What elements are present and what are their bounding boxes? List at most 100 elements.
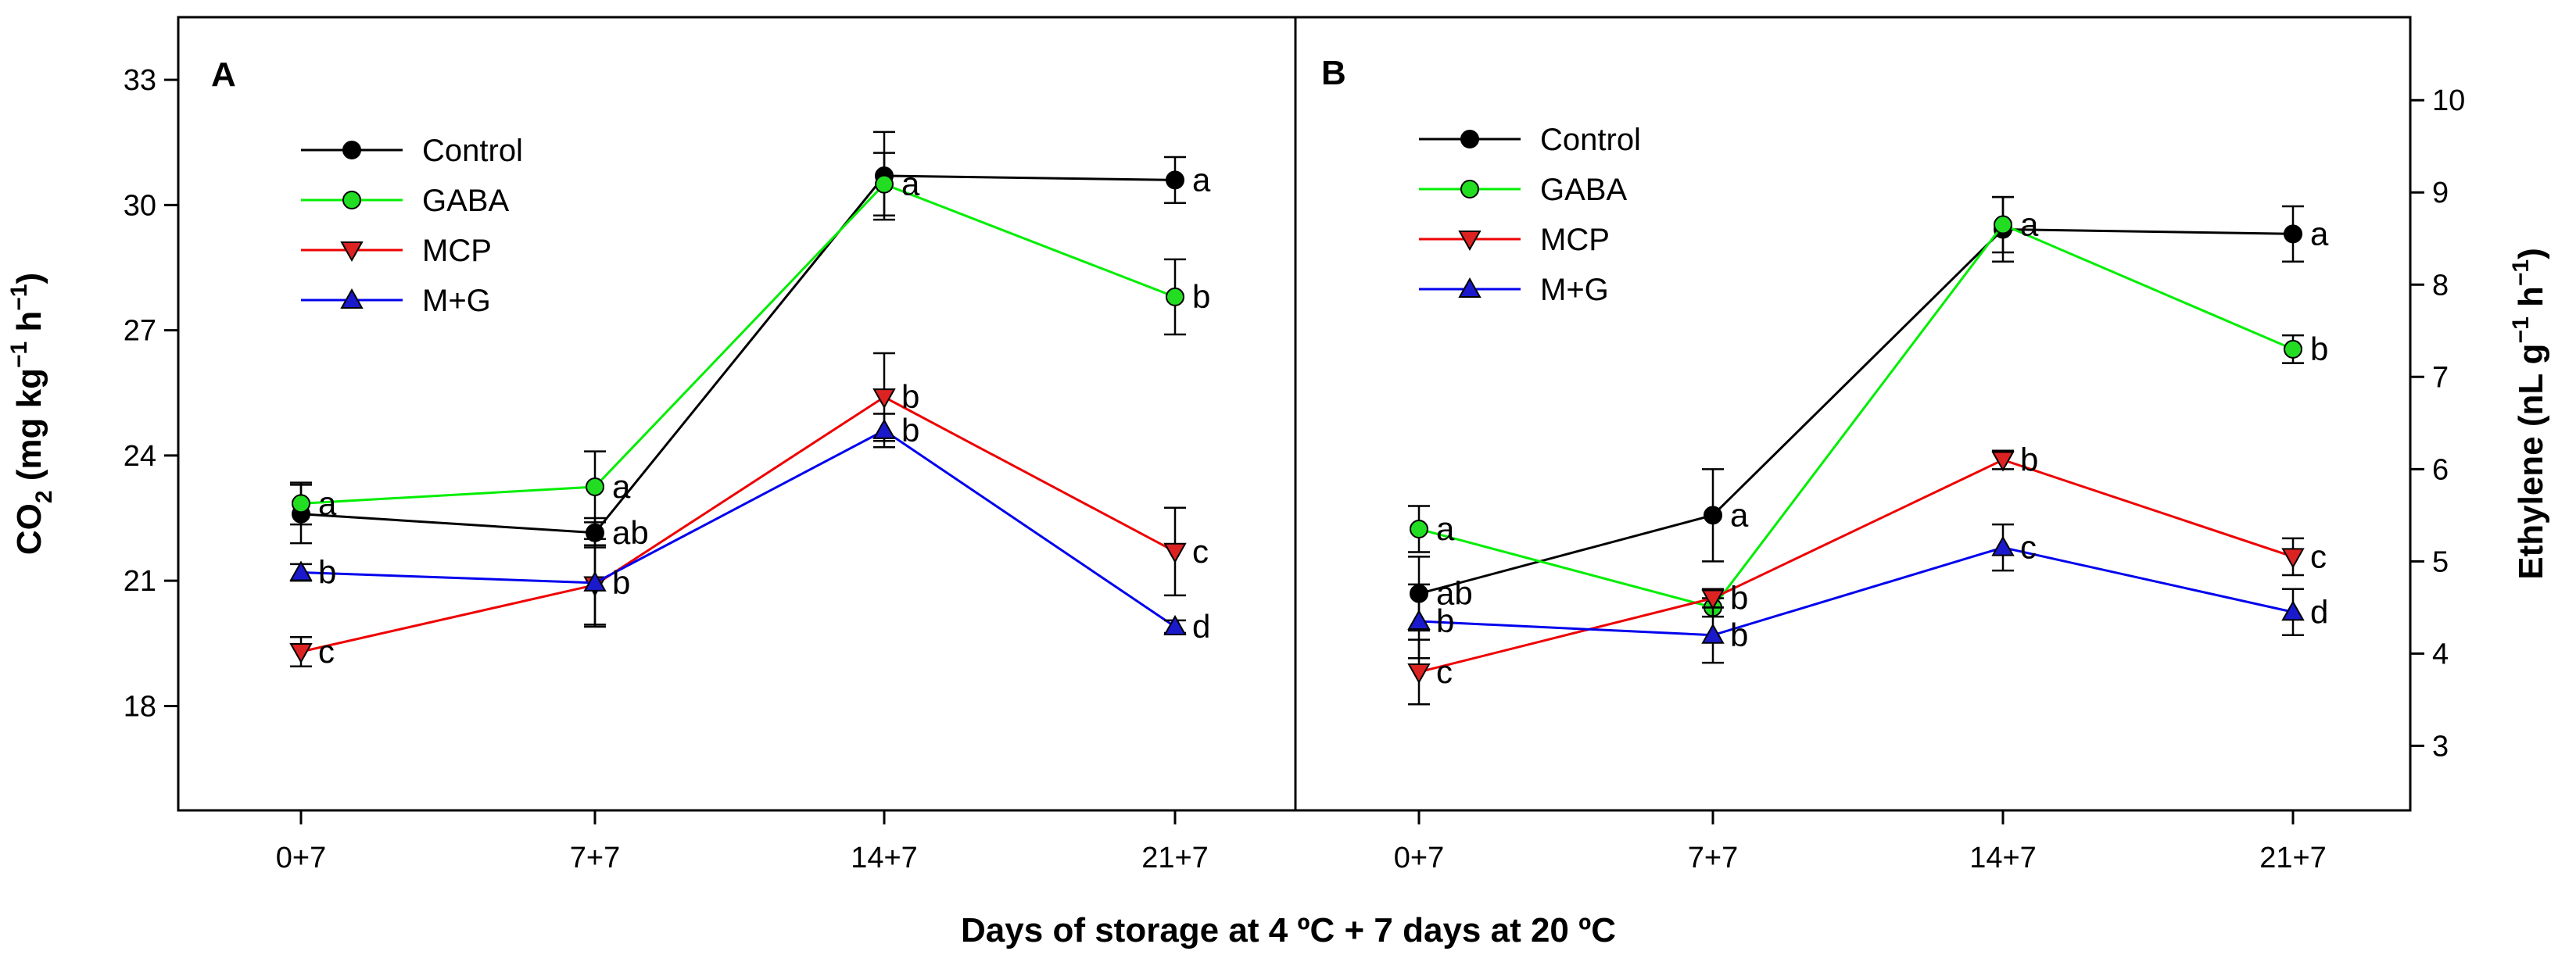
panel-b-letter: B bbox=[1321, 54, 1346, 92]
panel-a-series-control-sig-label: a bbox=[1192, 161, 1211, 198]
panel-b-y-tick-label: 7 bbox=[2432, 361, 2449, 394]
panel-b-series-gaba-point bbox=[1410, 520, 1428, 539]
panel-b-y-axis-title-part: ) bbox=[2512, 248, 2550, 259]
panel-a-y-axis-title-part: h bbox=[10, 311, 48, 341]
panel-a-y-axis-title-part: ) bbox=[10, 273, 48, 284]
panel-b-legend-gaba-marker bbox=[1460, 180, 1479, 198]
panel-a-legend-mcp-label: MCP bbox=[422, 234, 492, 268]
panel-a-series-gaba-point bbox=[1166, 287, 1184, 306]
panel-a-y-tick-label: 21 bbox=[124, 565, 156, 598]
panel-b-series-control-sig-label: a bbox=[1730, 496, 1749, 533]
panel-b-y-tick-label: 9 bbox=[2432, 177, 2449, 209]
panel-a-series-mcp-point bbox=[289, 643, 313, 664]
panel-a-series-m-g-sig-label: b bbox=[318, 554, 336, 591]
panel-a-series-gaba-sig-label: a bbox=[612, 468, 631, 505]
panel-a-y-axis-title-part: 2 bbox=[31, 490, 57, 503]
panel-b-y-axis-title-part: h bbox=[2512, 286, 2550, 316]
panel-a-series-gaba-sig-label: b bbox=[1192, 278, 1210, 315]
panel-b-series-mcp-sig-label: c bbox=[1436, 653, 1453, 690]
panel-a-series-mcp-line bbox=[300, 395, 1176, 653]
panel-b-series-mcp-point bbox=[1701, 589, 1725, 610]
panel-b-legend-m-g-marker bbox=[1458, 277, 1481, 298]
panel-a-x-tick-label: 21+7 bbox=[1141, 842, 1209, 874]
panel-a-x-tick-label: 7+7 bbox=[570, 842, 620, 874]
panel-a-series-gaba-point bbox=[586, 477, 604, 496]
panel-b-series-mcp-point bbox=[1407, 663, 1431, 684]
panel-b-series-mcp-point bbox=[2281, 548, 2305, 569]
panel-a-series-gaba-sig-label: a bbox=[901, 166, 920, 202]
panel-b-x-tick-label: 21+7 bbox=[2259, 842, 2327, 874]
panel-b-series-mcp-sig-label: c bbox=[2310, 538, 2327, 574]
panel-a-series-gaba-sig-label: a bbox=[318, 484, 337, 521]
panel-b-legend-mcp-marker bbox=[1458, 231, 1481, 252]
panel-b-series-m-g-sig-label: d bbox=[2310, 593, 2328, 630]
panel-a-series-gaba-point bbox=[875, 174, 894, 194]
panel-b-y-tick-label: 10 bbox=[2432, 84, 2465, 117]
panel-b-x-tick-label: 7+7 bbox=[1688, 842, 1738, 874]
panel-a-x-tick-label: 0+7 bbox=[276, 842, 326, 874]
panel-b-series-gaba-line bbox=[1418, 223, 2294, 610]
panel-b-y-axis-title: Ethylene (nL g−1 h−1) bbox=[2508, 248, 2550, 580]
panel-a-y-axis-title-part: (mg kg bbox=[10, 368, 48, 490]
panel-b-plot-frame bbox=[1294, 16, 2412, 812]
panel-a-series-m-g-point bbox=[583, 570, 607, 592]
panel-b-y-tick-label: 4 bbox=[2432, 638, 2449, 670]
panel-a-x-tick-label: 14+7 bbox=[851, 842, 918, 874]
panel-a-legend-control-label: Control bbox=[422, 134, 523, 168]
panel-b-series-gaba-sig-label: b bbox=[2310, 331, 2328, 367]
panel-a-legend-gaba-marker bbox=[342, 191, 361, 209]
panel-b-legend-mcp-label: MCP bbox=[1540, 223, 1610, 257]
panel-b-series-control-line bbox=[1418, 227, 2294, 595]
panel-a-y-tick-label: 30 bbox=[124, 189, 156, 222]
panel-b-y-tick-label: 8 bbox=[2432, 269, 2449, 302]
panel-b-y-tick-label: 5 bbox=[2432, 545, 2449, 578]
panel-a-series-mcp-sig-label: b bbox=[901, 378, 919, 415]
panel-a-legend-m-g-marker bbox=[340, 288, 364, 309]
panel-b-series-m-g-sig-label: c bbox=[2020, 529, 2037, 566]
panel-a-legend-mcp-marker bbox=[340, 241, 364, 263]
panel-b-series-m-g-point bbox=[1701, 623, 1725, 644]
panel-a-series-mcp-point bbox=[872, 388, 896, 409]
panel-a-series-control-line bbox=[300, 174, 1176, 535]
panel-b-y-tick-label: 6 bbox=[2432, 453, 2449, 486]
panel-a-series-gaba-point bbox=[292, 494, 310, 513]
panel-a-series-mcp-sig-label: c bbox=[1192, 533, 1209, 570]
panel-b-series-mcp-sig-label: b bbox=[1730, 580, 1748, 617]
panel-a-legend-m-g-label: M+G bbox=[422, 284, 491, 318]
panel-b-series-m-g-sig-label: b bbox=[1436, 602, 1454, 639]
panel-a-legend-control-marker bbox=[342, 141, 361, 159]
panel-b-series-m-g-point bbox=[1407, 610, 1431, 631]
panel-a-series-control-point bbox=[1166, 170, 1184, 190]
panel-a-series-mcp-point bbox=[1163, 542, 1187, 563]
panel-b-series-mcp-point bbox=[1991, 451, 2015, 472]
panel-a-y-tick-label: 27 bbox=[124, 315, 156, 348]
panel-b-y-tick-label: 3 bbox=[2432, 730, 2449, 763]
panel-b-y-axis-title-part: Ethylene (nL g bbox=[2512, 343, 2550, 579]
panel-b-x-tick-label: 14+7 bbox=[1969, 842, 2037, 874]
panel-a-series-m-g-sig-label: d bbox=[1192, 608, 1210, 645]
panel-a-letter: A bbox=[211, 55, 236, 94]
panel-b-series-gaba-point bbox=[2284, 339, 2302, 359]
panel-b-series-mcp-line bbox=[1418, 458, 2294, 674]
panel-a-series-m-g-point bbox=[872, 418, 896, 439]
x-axis-title: Days of storage at 4 ºC + 7 days at 20 º… bbox=[961, 911, 1616, 949]
panel-a-series-m-g-sig-label: b bbox=[901, 412, 919, 449]
panel-b-legend-control-marker bbox=[1460, 130, 1479, 148]
panel-a-series-m-g-point bbox=[1163, 614, 1187, 635]
panel-a-series-m-g-point bbox=[289, 560, 313, 581]
panel-a-y-axis-title-part: CO bbox=[10, 503, 48, 555]
panel-b-series-m-g-point bbox=[1991, 535, 2015, 556]
panel-b-series-m-g-line bbox=[1418, 546, 2294, 637]
panel-b: 3 4 5 6 7 8 9 10 0+7 7+7 14+7 21+7 Ethylene (nL g−1 … bbox=[1294, 16, 2550, 874]
panel-b-legend-m-g-label: M+G bbox=[1540, 273, 1609, 307]
panel-a-series-mcp-sig-label: c bbox=[318, 633, 335, 670]
panel-a-y-axis-title-part: −1 bbox=[6, 341, 32, 368]
panel-b-series-control-point bbox=[2284, 224, 2302, 244]
panel-b-series-m-g-point bbox=[2281, 600, 2305, 621]
panel-b-legend-control-label: Control bbox=[1540, 123, 1641, 157]
panel-b-series-control-point bbox=[1704, 506, 1722, 525]
panel-a-series-gaba-line bbox=[300, 182, 1176, 505]
panel-a-series-control-sig-label: ab bbox=[612, 514, 649, 551]
